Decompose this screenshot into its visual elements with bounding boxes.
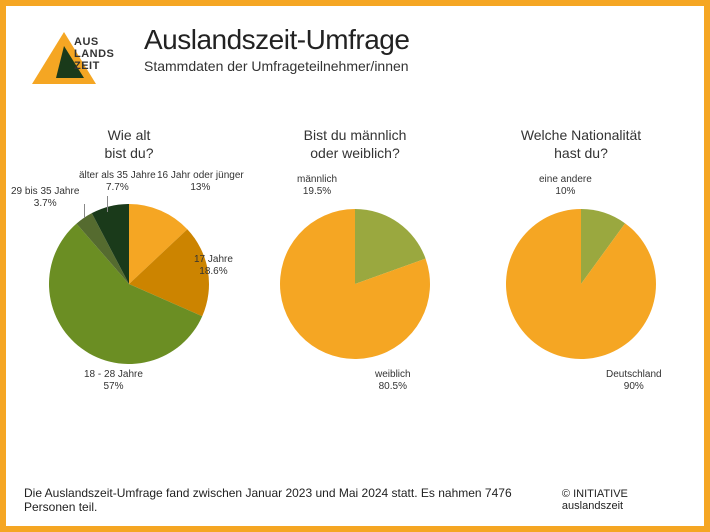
leader-line <box>84 204 85 218</box>
chart-question: Wie altbist du? <box>19 124 239 164</box>
footer-copyright: © INITIATIVE auslandszeit <box>562 488 686 512</box>
logo-line: ZEIT <box>74 60 114 72</box>
page-subtitle: Stammdaten der Umfrageteilnehmer/innen <box>144 58 409 74</box>
slice-label: männlich19.5% <box>297 174 337 197</box>
logo-line: LANDS <box>74 48 114 60</box>
pie-svg <box>481 174 681 394</box>
chart-question: Bist du männlichoder weiblich? <box>245 124 465 164</box>
pie-chart: eine andere10% Deutschland90% <box>481 174 681 394</box>
leader-line <box>107 196 108 212</box>
header: AUS LANDS ZEIT Auslandszeit-Umfrage Stam… <box>6 6 704 104</box>
pie-chart: männlich19.5% weiblich80.5% <box>255 174 455 394</box>
slice-label: eine andere10% <box>539 174 592 197</box>
footer-note: Die Auslandszeit-Umfrage fand zwischen J… <box>24 486 562 514</box>
infographic-frame: AUS LANDS ZEIT Auslandszeit-Umfrage Stam… <box>0 0 710 532</box>
chart-column: Wie altbist du? 16 Jahr oder jünger13%17 … <box>19 124 239 394</box>
title-block: Auslandszeit-Umfrage Stammdaten der Umfr… <box>144 24 409 74</box>
slice-label: weiblich80.5% <box>375 369 411 392</box>
charts-row: Wie altbist du?16 Jahr oder jünger13%17 … <box>6 124 704 394</box>
slice-label: 18 - 28 Jahre57% <box>84 369 143 392</box>
brand-logo: AUS LANDS ZEIT <box>24 24 104 104</box>
chart-question: Welche Nationalitäthast du? <box>471 124 691 164</box>
slice-label: 16 Jahr oder jünger13% <box>157 170 244 193</box>
logo-text: AUS LANDS ZEIT <box>74 36 114 72</box>
chart-column: Welche Nationalitäthast du? eine andere10… <box>471 124 691 394</box>
pie-svg <box>255 174 455 394</box>
pie-slice <box>506 209 656 359</box>
page-title: Auslandszeit-Umfrage <box>144 24 409 56</box>
pie-chart: 16 Jahr oder jünger13%17 Jahre18.6%18 - … <box>29 174 229 394</box>
footer: Die Auslandszeit-Umfrage fand zwischen J… <box>24 486 686 514</box>
slice-label: Deutschland90% <box>606 369 662 392</box>
slice-label: 17 Jahre18.6% <box>194 254 233 277</box>
slice-label: 29 bis 35 Jahre3.7% <box>11 186 79 209</box>
slice-label: älter als 35 Jahre7.7% <box>79 170 156 193</box>
logo-line: AUS <box>74 36 114 48</box>
chart-column: Bist du männlichoder weiblich? männlich19… <box>245 124 465 394</box>
